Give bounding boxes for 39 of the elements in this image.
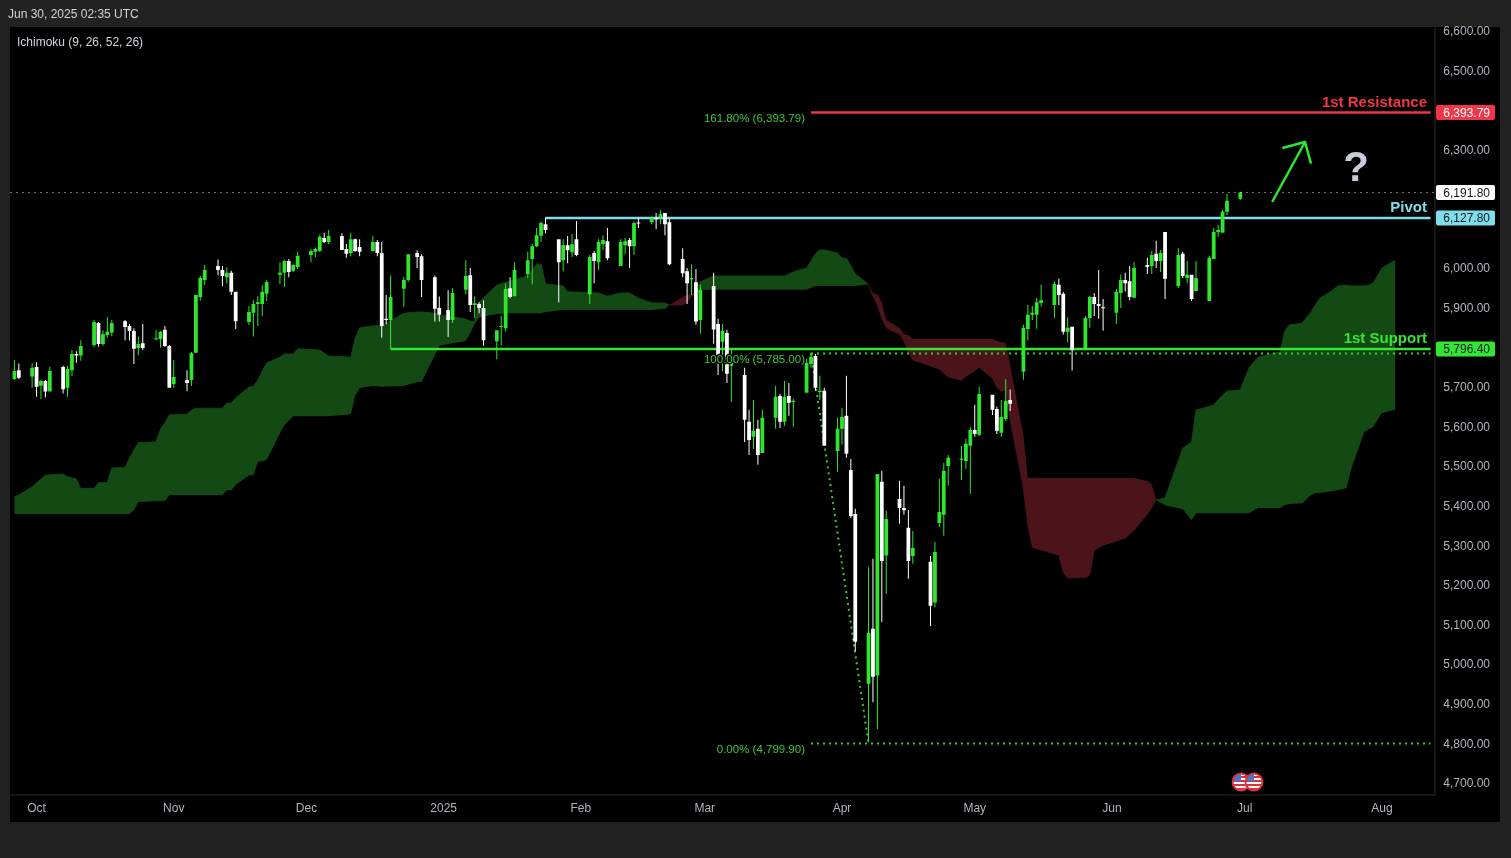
y-tick-label: 6,000.00 <box>1443 261 1491 276</box>
x-tick-label: Dec <box>295 801 318 815</box>
text: Jun 30, 2025 02:35 UTC <box>8 7 140 21</box>
y-tick-label: 4,800.00 <box>1443 736 1491 751</box>
data-label: 6,393.79 <box>1443 105 1491 120</box>
x-tick-label: Jul <box>1237 801 1253 815</box>
x-tick-label: May <box>963 801 987 815</box>
y-tick-label: 6,500.00 <box>1443 63 1491 78</box>
y-tick-label: 4,700.00 <box>1443 776 1491 791</box>
y-tick-label: 5,700.00 <box>1443 380 1491 395</box>
x-tick-label: Apr <box>832 801 852 815</box>
y-tick-label: 4,900.00 <box>1443 696 1491 711</box>
y-tick-label: 5,400.00 <box>1443 499 1491 514</box>
y-tick-label: 5,600.00 <box>1443 419 1491 434</box>
y-tick-label: 5,100.00 <box>1443 617 1491 632</box>
series-label: Pivot <box>1390 197 1427 215</box>
x-tick-label: Oct <box>27 801 47 815</box>
ref-line-label: 6,191.80 <box>1443 185 1491 200</box>
x-tick-label: Mar <box>694 801 716 815</box>
annotation: ? <box>1343 142 1369 190</box>
y-tick-label: 5,500.00 <box>1443 459 1491 474</box>
data-label: 6,127.80 <box>1443 210 1491 225</box>
y-tick-label: 6,300.00 <box>1443 142 1491 157</box>
series-label: 1st Support <box>1343 329 1427 347</box>
series-label: 1st Resistance <box>1321 92 1427 110</box>
y-tick-label: 5,900.00 <box>1443 301 1491 316</box>
annotation: Ichimoku (9, 26, 52, 26) <box>17 35 144 49</box>
x-tick-label: Aug <box>1371 801 1393 815</box>
x-tick-label: Nov <box>163 801 185 815</box>
y-tick-label: 5,200.00 <box>1443 578 1491 593</box>
y-tick-label: 5,300.00 <box>1443 538 1491 553</box>
annotation: 0.00% (4,799.90) <box>716 742 806 755</box>
data-label: 5,796.40 <box>1443 342 1491 357</box>
annotation: 161.80% (6,393.79) <box>703 111 806 124</box>
x-tick-label: Jun <box>1102 801 1122 815</box>
y-tick-label: 6,600.00 <box>1443 23 1491 38</box>
x-tick-label: 2025 <box>430 801 458 815</box>
x-tick-label: Feb <box>570 801 592 815</box>
y-tick-label: 5,000.00 <box>1443 657 1491 672</box>
